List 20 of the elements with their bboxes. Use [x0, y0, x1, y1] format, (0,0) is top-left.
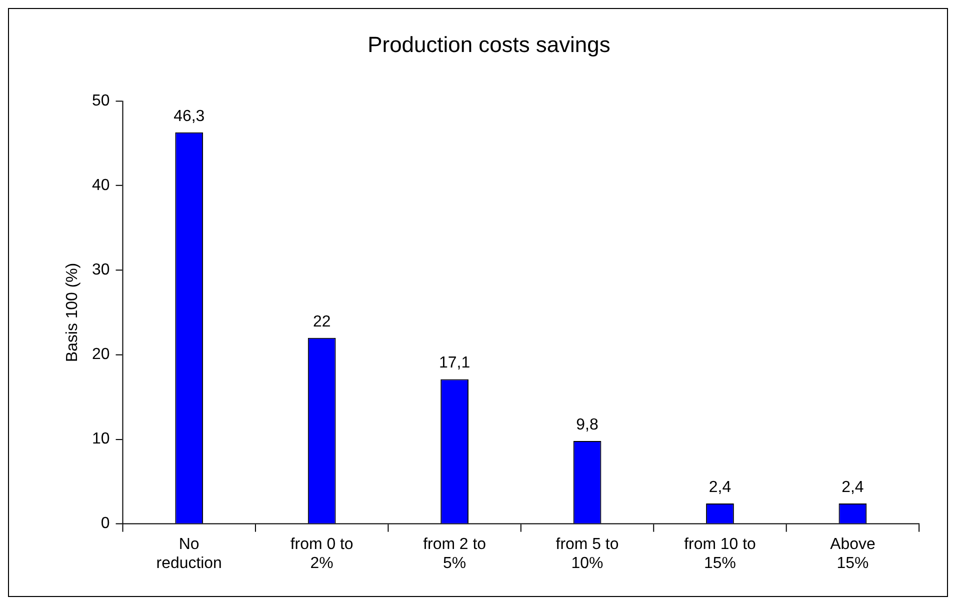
chart-title: Production costs savings: [368, 32, 610, 58]
x-tick-label: from 2 to 5%: [423, 536, 486, 572]
y-tick-label: 50: [92, 92, 110, 110]
y-tick-label: 20: [92, 346, 110, 364]
y-axis-title: Basis 100 (%): [64, 262, 81, 362]
x-tick-label: Above 15%: [830, 536, 876, 572]
y-tick-label: 40: [92, 177, 110, 194]
y-tick-label: 0: [100, 515, 110, 532]
data-label: 22: [312, 313, 331, 330]
data-label: 46,3: [174, 108, 205, 125]
data-label: 2,4: [708, 479, 732, 496]
x-tick-label: from 10 to 15%: [684, 536, 756, 572]
y-tick-label: 30: [92, 262, 110, 279]
y-tick-label: 10: [92, 430, 110, 448]
data-label: 17,1: [439, 354, 470, 372]
x-tick-label: from 5 to 10%: [556, 536, 619, 572]
data-label: 9,8: [576, 416, 598, 434]
x-tick-label: from 0 to 2%: [290, 536, 354, 572]
x-tick-label: No reduction: [156, 536, 222, 572]
data-label: 2,4: [842, 479, 864, 496]
